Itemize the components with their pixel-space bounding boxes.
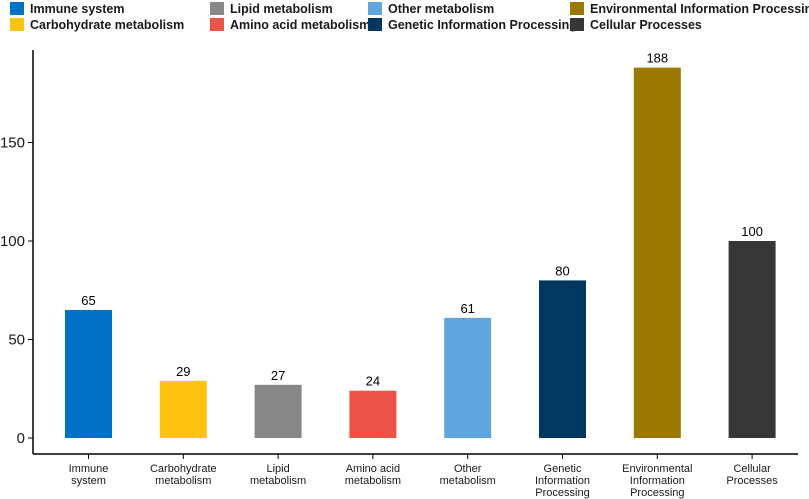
bar-lipid-metabolism — [254, 384, 302, 438]
legend-swatch-other-metabolism — [368, 2, 382, 15]
legend-swatch-immune-system — [10, 2, 24, 15]
x-tick-label-carbohydrate-metabolism: Carbohydrate metabolism — [150, 463, 217, 487]
legend-label-carbohydrate-metabolism: Carbohydrate metabolism — [30, 18, 184, 32]
x-tick-label-environmental-information-processing: Environmental Information Processing — [622, 463, 692, 499]
y-tick-label-50: 50 — [8, 332, 25, 349]
value-label-other-metabolism: 61 — [460, 301, 474, 316]
value-label-immune-system: 65 — [81, 293, 95, 308]
value-label-environmental-information-processing: 188 — [646, 51, 668, 66]
x-tick-label-immune-system: Immune system — [69, 463, 109, 487]
legend-label-cellular-processes: Cellular Processes — [590, 18, 702, 32]
legend-swatch-lipid-metabolism — [210, 2, 224, 15]
legend-swatch-carbohydrate-metabolism — [10, 18, 24, 31]
x-tick-label-cellular-processes: Cellular Processes — [726, 463, 778, 487]
legend-swatch-genetic-information-processing — [368, 18, 382, 31]
legend-swatch-amino-acid-metabolism — [210, 18, 224, 31]
legend-label-amino-acid-metabolism: Amino acid metabolism — [230, 18, 370, 32]
value-label-amino-acid-metabolism: 24 — [366, 374, 380, 389]
value-label-lipid-metabolism: 27 — [271, 368, 285, 383]
y-tick-label-150: 150 — [0, 135, 25, 152]
legend-label-other-metabolism: Other metabolism — [388, 2, 494, 16]
value-label-cellular-processes: 100 — [741, 224, 763, 239]
bar-other-metabolism — [444, 317, 492, 438]
x-tick-label-genetic-information-processing: Genetic Information Processing — [535, 463, 590, 499]
bar-genetic-information-processing — [539, 280, 586, 438]
bar-amino-acid-metabolism — [349, 390, 397, 438]
y-tick-label-100: 100 — [0, 233, 25, 250]
bar-immune-system — [65, 309, 112, 438]
x-tick-label-other-metabolism: Other metabolism — [440, 463, 496, 487]
value-label-genetic-information-processing: 80 — [555, 263, 569, 278]
axes: 0 50 100 150 — [0, 50, 798, 459]
bar-carbohydrate-metabolism — [159, 380, 207, 438]
legend-swatch-cellular-processes — [570, 18, 584, 31]
bars — [65, 67, 776, 438]
legend: Immune system Lipid metabolism Other metab… — [10, 2, 809, 32]
legend-label-immune-system: Immune system — [30, 2, 124, 16]
legend-label-environmental-information-processing: Environmental Information Processing — [590, 2, 809, 16]
legend-label-lipid-metabolism: Lipid metabolism — [230, 2, 333, 16]
x-tick-label-lipid-metabolism: Lipid metabolism — [250, 463, 306, 487]
bar-environmental-information-processing — [633, 67, 681, 438]
x-tick-label-amino-acid-metabolism: Amino acid metabolism — [345, 463, 401, 487]
bar-cellular-processes — [728, 241, 776, 438]
value-label-carbohydrate-metabolism: 29 — [176, 364, 190, 379]
y-tick-label-0: 0 — [17, 430, 25, 447]
value-labels: 65 29 27 24 61 80 188 100 — [81, 51, 763, 389]
legend-swatch-environmental-information-processing — [570, 2, 584, 15]
legend-label-genetic-information-processing: Genetic Information Processing — [388, 18, 577, 32]
x-tick-labels: Immune system Carbohydrate metabolism Lipid m… — [69, 463, 779, 499]
